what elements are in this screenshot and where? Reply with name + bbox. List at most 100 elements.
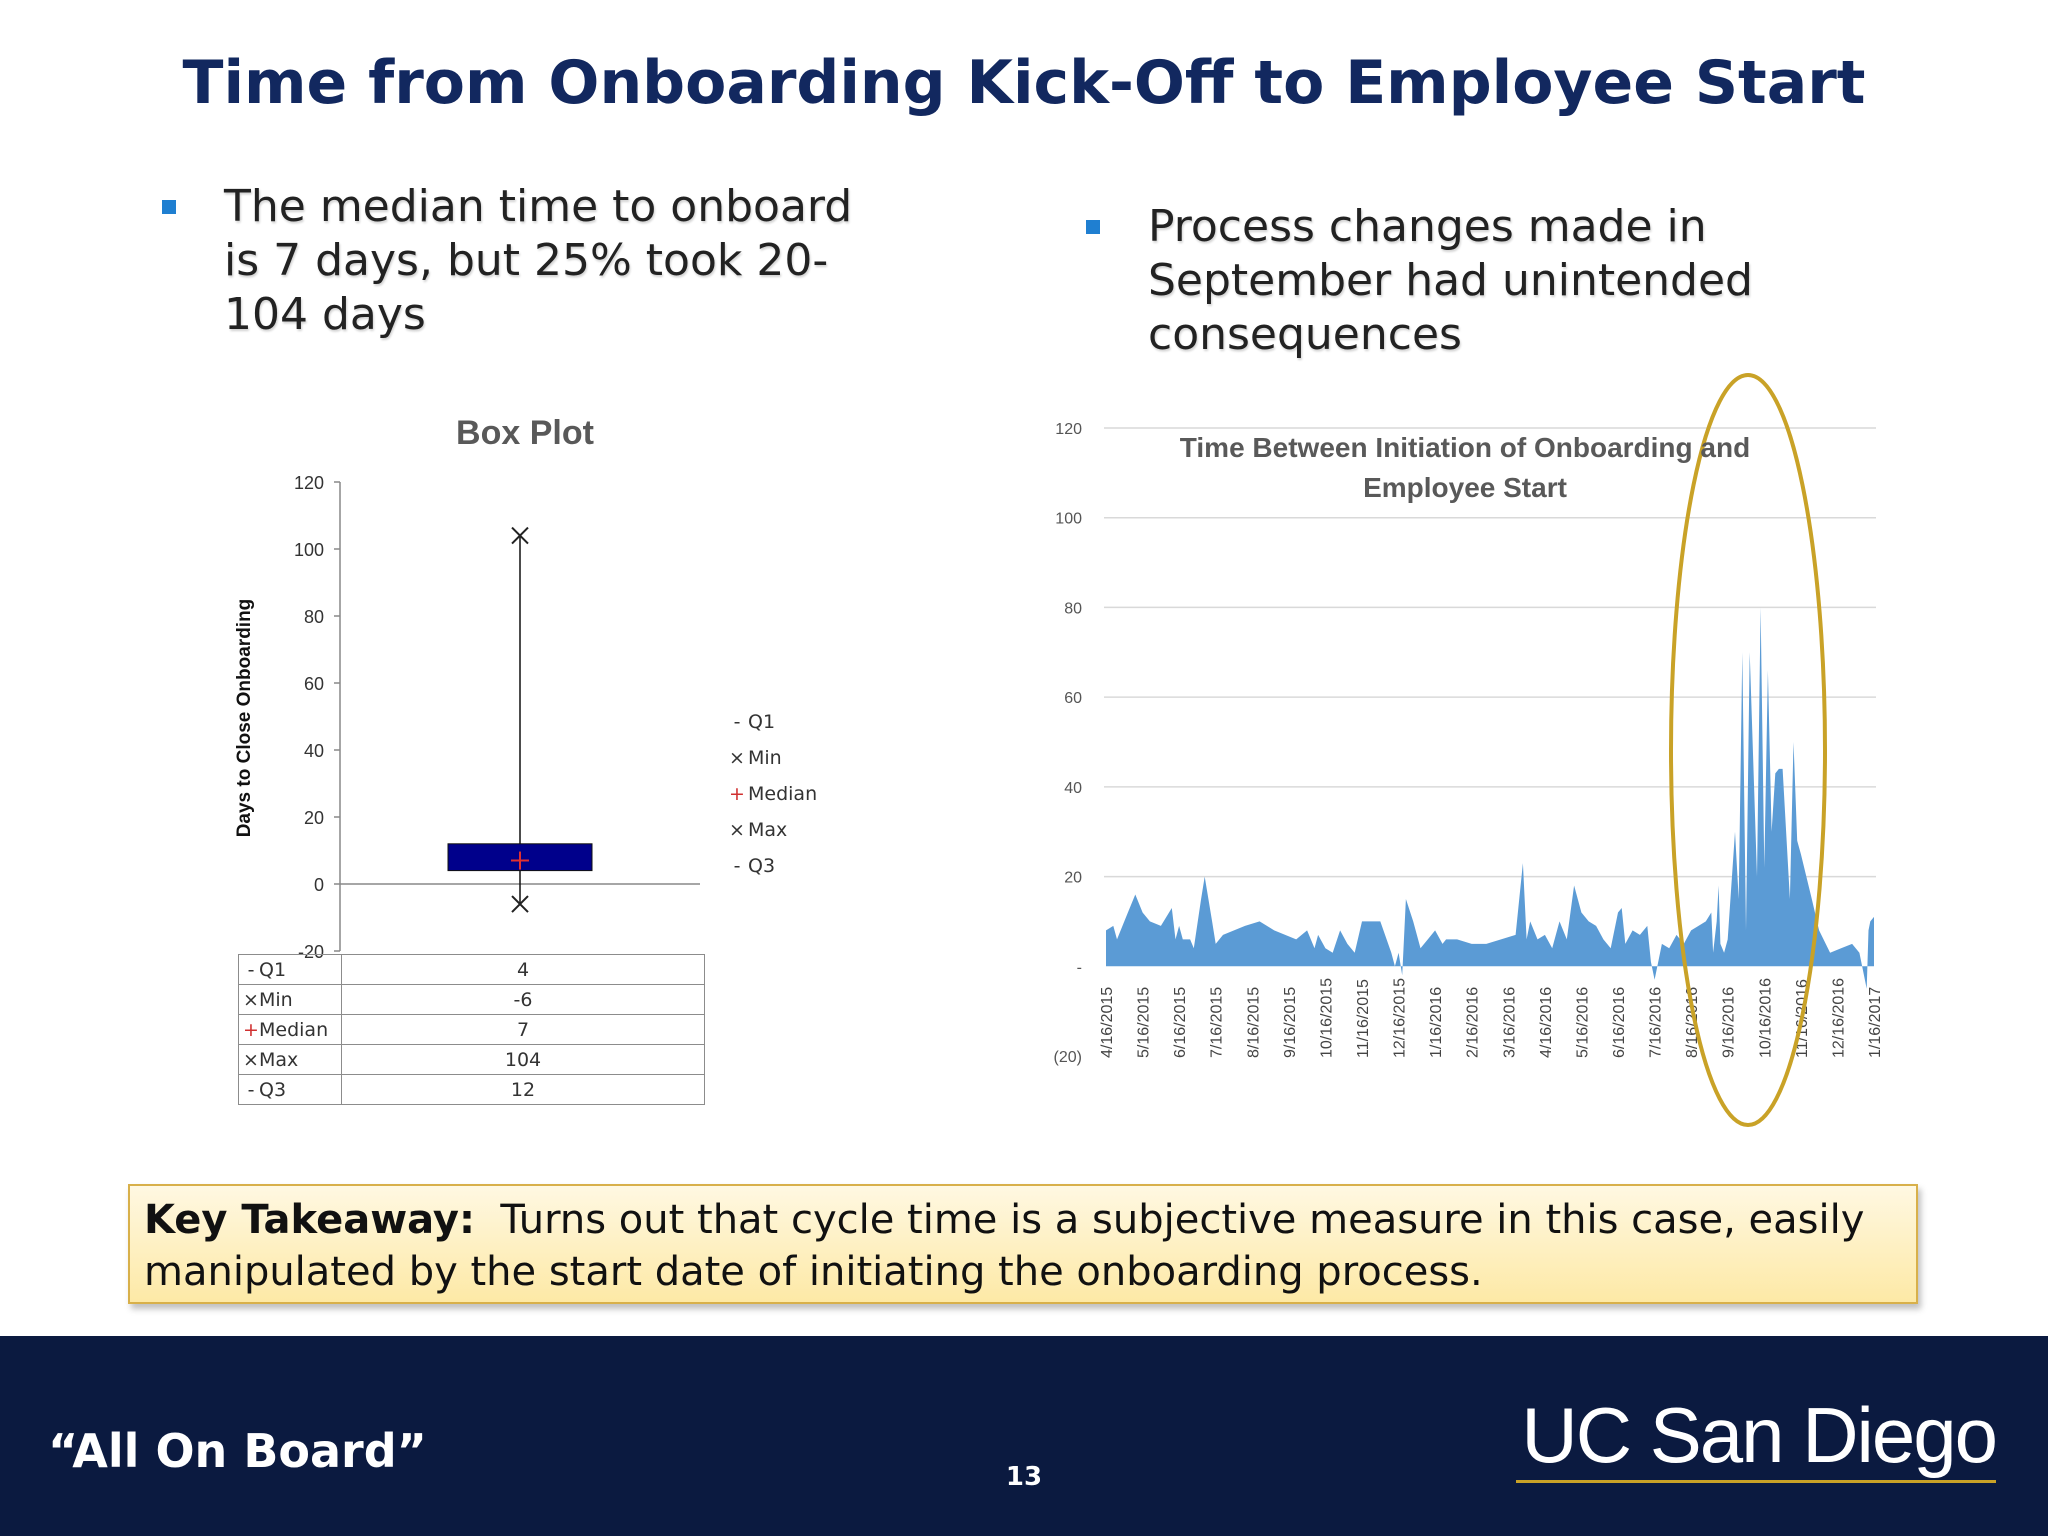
timeseries-tick-label: 40 <box>1064 780 1082 797</box>
timeseries-x-label: 6/16/2015 <box>1172 987 1189 1058</box>
legend-item-max: × Max <box>728 812 817 848</box>
timeseries-area-path <box>1106 607 1874 989</box>
row-label: Q3 <box>259 1078 287 1101</box>
boxplot-tick-label: 20 <box>304 808 324 828</box>
boxplot-tick-label: 80 <box>304 607 324 627</box>
boxplot-tick-label: 100 <box>294 540 324 560</box>
timeseries-chart: (20) - 20 40 60 80 100 120 4/16/2015 5/16/2015 6/… <box>1054 373 1884 1127</box>
table-cell-value: -6 <box>341 984 705 1015</box>
highlight-ellipse <box>1669 373 1827 1127</box>
table-cell-label: ×Max <box>238 1044 342 1075</box>
table-cell-value: 104 <box>341 1044 705 1075</box>
table-cell-label: ×Min <box>238 984 342 1015</box>
legend-item-median: + Median <box>728 776 817 812</box>
dash-marker-icon: - <box>733 711 741 733</box>
x-marker-icon: × <box>729 819 745 841</box>
timeseries-x-label: 5/16/2015 <box>1136 987 1153 1058</box>
logo-underline <box>1516 1480 1996 1483</box>
boxplot-marks <box>447 526 593 913</box>
bullet-median-text: The median time to onboard is 7 days, bu… <box>224 181 853 340</box>
legend-label: Q3 <box>748 855 776 877</box>
logo-wordmark: UC San Diego <box>1521 1391 1996 1479</box>
key-takeaway-box: Key Takeaway: Turns out that cycle time … <box>128 1184 1918 1304</box>
x-marker-icon: × <box>243 988 259 1011</box>
table-cell-label: - Q3 <box>238 1074 342 1105</box>
timeseries-x-label: 12/16/2015 <box>1392 978 1409 1058</box>
timeseries-x-label: 4/16/2016 <box>1538 987 1555 1058</box>
timeseries-x-label: 10/16/2015 <box>1318 978 1335 1058</box>
timeseries-tick-label: 80 <box>1064 600 1082 617</box>
boxplot-data-table: - Q1 4 ×Min -6 +Median 7 ×Max 104 - Q3 12 <box>238 954 705 1105</box>
plus-marker-icon: + <box>243 1018 259 1041</box>
boxplot-ylabel: Days to Close Onboarding <box>234 599 255 838</box>
timeseries-tick-label: 100 <box>1055 511 1082 528</box>
boxplot-tick-label: 60 <box>304 674 324 694</box>
timeseries-x-label: 1/16/2016 <box>1428 987 1445 1058</box>
boxplot-min-marker <box>511 895 529 913</box>
legend-label: Median <box>748 783 818 805</box>
boxplot-tick-label: 40 <box>304 741 324 761</box>
bullet-process-text: Process changes made in September had un… <box>1148 201 1753 360</box>
bullet-square-icon <box>1086 220 1100 234</box>
timeseries-x-label: 2/16/2016 <box>1465 987 1482 1058</box>
timeseries-x-label: 1/16/2017 <box>1867 987 1884 1058</box>
table-row: ×Min -6 <box>238 984 705 1015</box>
timeseries-gridlines: (20) - 20 40 60 80 100 120 <box>1054 421 1876 1066</box>
timeseries-x-label: 9/16/2015 <box>1282 987 1299 1058</box>
legend-label: Min <box>748 747 782 769</box>
slide-title: Time from Onboarding Kick-Off to Employe… <box>182 48 1866 118</box>
legend-label: Q1 <box>748 711 776 733</box>
timeseries-tick-label: (20) <box>1054 1049 1082 1066</box>
row-label: Min <box>259 988 293 1011</box>
timeseries-x-label: 7/16/2015 <box>1209 987 1226 1058</box>
boxplot-tick-label: 0 <box>314 875 324 895</box>
timeseries-title-line1: Time Between Initiation of Onboarding an… <box>1179 432 1751 463</box>
timeseries-tick-label: 120 <box>1055 421 1082 438</box>
timeseries-x-label: 4/16/2015 <box>1099 987 1116 1058</box>
timeseries-x-label: 8/16/2016 <box>1684 987 1701 1058</box>
timeseries-x-label: 10/16/2016 <box>1757 978 1774 1058</box>
timeseries-x-label: 3/16/2016 <box>1501 987 1518 1058</box>
bullet-square-icon <box>162 200 176 214</box>
x-marker-icon: × <box>729 747 745 769</box>
boxplot-tick-label: 120 <box>294 473 324 493</box>
timeseries-x-label: 6/16/2016 <box>1611 987 1628 1058</box>
timeseries-tick-label: - <box>1077 959 1082 976</box>
bullet-median: The median time to onboard is 7 days, bu… <box>162 180 864 342</box>
table-row: ×Max 104 <box>238 1044 705 1075</box>
timeseries-area <box>1106 607 1874 989</box>
boxplot-chart: Days to Close Onboarding -20020406080100… <box>234 473 700 962</box>
row-label: Q1 <box>259 958 287 981</box>
timeseries-xlabels: 4/16/2015 5/16/2015 6/16/2015 7/16/2015 8/16… <box>1099 978 1884 1058</box>
timeseries-x-label: 9/16/2016 <box>1721 987 1738 1058</box>
boxplot-max-marker <box>511 526 529 545</box>
boxplot-title: Box Plot <box>456 414 594 452</box>
row-label: Median <box>259 1018 329 1041</box>
timeseries-x-label: 5/16/2016 <box>1574 987 1591 1058</box>
timeseries-x-label: 11/16/2015 <box>1355 979 1372 1058</box>
plus-marker-icon: + <box>729 783 745 805</box>
bullet-process-changes: Process changes made in September had un… <box>1086 200 1888 362</box>
timeseries-tick-label: 20 <box>1064 870 1082 887</box>
timeseries-x-label: 8/16/2015 <box>1245 987 1262 1058</box>
table-row: - Q3 12 <box>238 1074 705 1105</box>
footer-program-name: “All On Board” <box>48 1424 427 1478</box>
legend-label: Max <box>748 819 788 841</box>
timeseries-title-line2: Employee Start <box>1363 472 1567 503</box>
table-cell-value: 12 <box>341 1074 705 1105</box>
boxplot-legend: - Q1 × Min + Median × Max - Q3 <box>728 704 817 884</box>
x-marker-icon: × <box>243 1048 259 1071</box>
legend-item-q3: - Q3 <box>728 848 817 884</box>
legend-item-q1: - Q1 <box>728 704 817 740</box>
timeseries-tick-label: 60 <box>1064 690 1082 707</box>
takeaway-text: Turns out that cycle time is a subjectiv… <box>144 1197 1865 1295</box>
timeseries-title: Time Between Initiation of Onboarding an… <box>1130 428 1800 508</box>
timeseries-x-label: 12/16/2016 <box>1830 978 1847 1058</box>
page-number: 13 <box>1005 1462 1043 1492</box>
legend-item-min: × Min <box>728 740 817 776</box>
timeseries-x-label: 7/16/2016 <box>1648 987 1665 1058</box>
dash-marker-icon: - <box>733 855 741 877</box>
row-label: Max <box>259 1048 299 1071</box>
dash-marker-icon: - <box>247 1078 255 1101</box>
dash-marker-icon: - <box>247 958 255 981</box>
